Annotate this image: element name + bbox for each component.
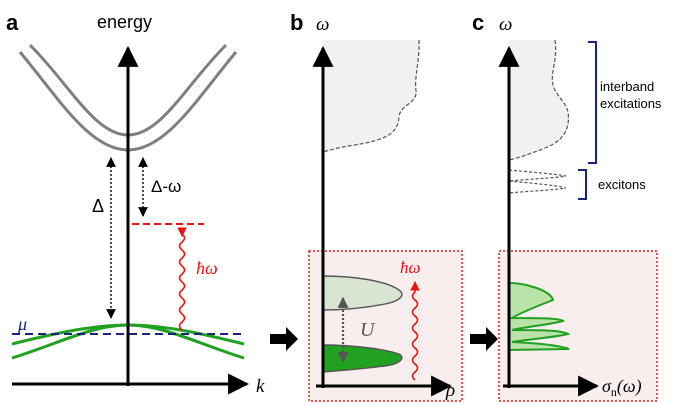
interband-continuum-edge: [508, 39, 570, 161]
excitons-bracket: [578, 169, 587, 200]
panel-a-letter: a: [6, 10, 19, 35]
transition-arrow-bc: [470, 327, 498, 351]
panel-a: a energy μ k Δ Δ-ω ħω: [6, 10, 265, 397]
panel-b-omega-label: ω: [316, 14, 329, 35]
interband-bracket: [588, 41, 597, 164]
photon-wiggle-a: [177, 227, 187, 331]
photon-wiggle-b: [410, 281, 420, 381]
absorption-peaks: [508, 281, 571, 352]
panel-b-continuum: [323, 40, 420, 152]
photon-label-b: ħω: [400, 258, 421, 277]
interaction-label: U: [360, 319, 376, 341]
interband-bracket-label-line2: excitations: [600, 96, 662, 111]
panel-c-sigma-label: σn(ω): [602, 376, 642, 399]
panel-c-letter: c: [472, 10, 484, 35]
panel-b-rho-label: ρ: [445, 380, 455, 401]
photon-label-a: ħω: [196, 258, 218, 278]
interband-continuum: [509, 40, 569, 160]
panel-b-continuum-edge: [322, 39, 420, 153]
panel-b-inset: [308, 250, 463, 402]
panel-b-letter: b: [290, 10, 303, 35]
panel-a-energy-label: energy: [97, 12, 152, 32]
panel-c: c ω σn(ω) interband excitations excitons: [472, 10, 662, 402]
panel-a-k-label: k: [256, 376, 265, 397]
excitons-bracket-label: excitons: [598, 177, 646, 192]
detuning-label: Δ-ω: [151, 177, 181, 196]
chemical-potential-label: μ: [17, 314, 27, 334]
transition-arrow-ab: [270, 327, 298, 351]
panel-b: b ω U ħω ρ: [290, 10, 463, 402]
panel-c-omega-label: ω: [499, 14, 512, 35]
exciton-peaks: [508, 169, 567, 194]
interband-bracket-label-line1: interband: [600, 79, 654, 94]
gap-label: Δ: [92, 196, 104, 216]
